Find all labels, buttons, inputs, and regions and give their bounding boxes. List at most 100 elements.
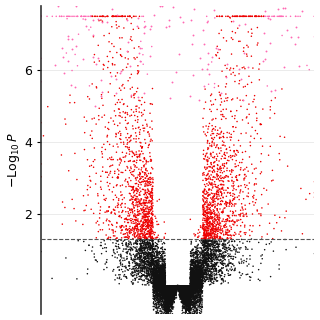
Point	[242, 177, 247, 182]
Point	[167, 288, 172, 293]
Point	[176, 283, 181, 288]
Point	[197, 304, 202, 309]
Point	[73, 218, 78, 223]
Point	[151, 272, 156, 277]
Point	[148, 230, 154, 236]
Point	[138, 236, 143, 241]
Point	[176, 283, 181, 288]
Point	[222, 152, 227, 157]
Point	[135, 207, 140, 212]
Point	[176, 283, 181, 288]
Point	[187, 286, 192, 292]
Point	[190, 288, 195, 293]
Point	[292, 42, 297, 47]
Point	[197, 269, 202, 274]
Point	[146, 240, 151, 245]
Point	[183, 289, 188, 294]
Point	[184, 303, 189, 308]
Point	[188, 283, 193, 288]
Point	[173, 283, 178, 288]
Point	[201, 207, 206, 212]
Point	[117, 35, 122, 40]
Point	[113, 212, 118, 217]
Point	[219, 252, 224, 257]
Point	[205, 210, 210, 215]
Point	[172, 284, 177, 289]
Point	[180, 284, 185, 289]
Point	[188, 292, 194, 297]
Point	[188, 292, 193, 297]
Point	[160, 319, 165, 320]
Point	[254, 14, 259, 19]
Point	[199, 272, 204, 277]
Point	[181, 305, 187, 310]
Point	[164, 287, 169, 292]
Point	[150, 197, 155, 202]
Point	[175, 284, 180, 289]
Point	[186, 285, 191, 291]
Point	[183, 284, 188, 290]
Point	[193, 274, 198, 279]
Point	[174, 284, 179, 289]
Point	[164, 285, 170, 290]
Point	[171, 287, 176, 292]
Point	[184, 302, 189, 307]
Point	[167, 286, 172, 291]
Point	[182, 285, 188, 291]
Point	[148, 243, 153, 248]
Point	[216, 247, 221, 252]
Point	[157, 284, 163, 289]
Point	[184, 284, 189, 290]
Point	[170, 284, 175, 289]
Point	[179, 286, 184, 291]
Point	[146, 177, 151, 182]
Point	[165, 284, 170, 289]
Point	[183, 285, 188, 291]
Point	[173, 286, 178, 292]
Point	[167, 285, 172, 290]
Point	[83, 14, 88, 19]
Point	[141, 217, 147, 222]
Point	[210, 180, 215, 186]
Point	[172, 286, 178, 291]
Point	[137, 174, 142, 179]
Point	[135, 224, 140, 229]
Point	[179, 287, 184, 292]
Point	[212, 155, 217, 160]
Point	[156, 302, 162, 307]
Point	[210, 131, 215, 136]
Point	[124, 16, 129, 21]
Point	[165, 299, 170, 304]
Point	[169, 303, 174, 308]
Point	[170, 287, 175, 292]
Point	[169, 294, 174, 299]
Point	[152, 274, 157, 279]
Point	[156, 272, 161, 277]
Point	[83, 248, 88, 253]
Point	[215, 248, 220, 253]
Point	[132, 225, 138, 230]
Point	[127, 191, 132, 196]
Point	[175, 283, 180, 288]
Point	[158, 280, 164, 285]
Point	[152, 284, 157, 290]
Point	[189, 280, 195, 285]
Point	[176, 285, 181, 291]
Point	[156, 273, 161, 278]
Point	[177, 288, 182, 293]
Point	[205, 171, 211, 176]
Point	[180, 285, 186, 291]
Point	[199, 271, 204, 276]
Point	[186, 293, 191, 298]
Point	[172, 288, 177, 293]
Point	[174, 284, 180, 289]
Point	[178, 283, 183, 288]
Point	[178, 285, 183, 291]
Point	[189, 276, 194, 281]
Point	[187, 293, 192, 299]
Point	[169, 287, 174, 292]
Point	[174, 284, 180, 289]
Point	[144, 226, 149, 231]
Point	[195, 275, 200, 280]
Point	[169, 285, 174, 290]
